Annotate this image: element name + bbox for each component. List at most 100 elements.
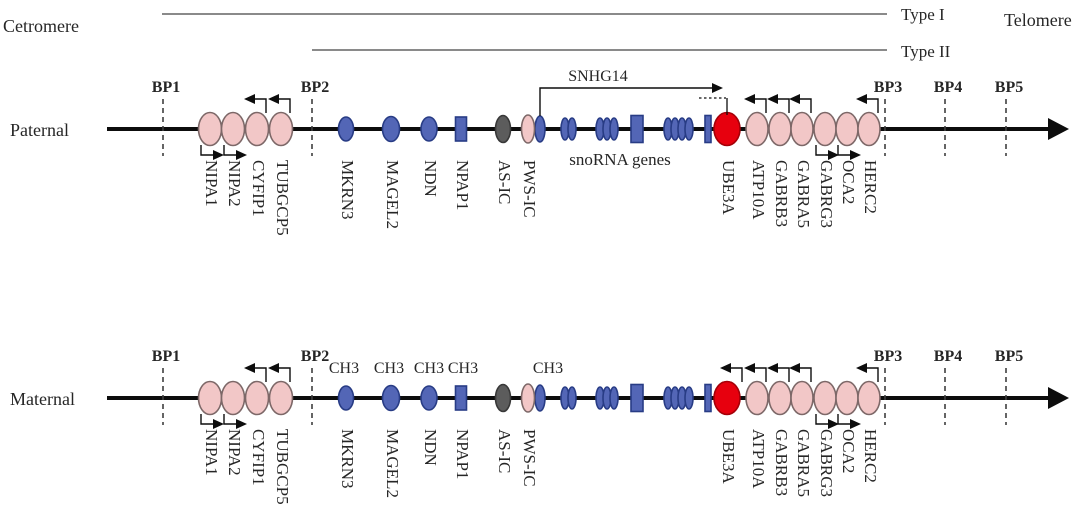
centromere-label: Cetromere xyxy=(3,16,79,36)
maternal-transcription-arrow-NIPA2-head xyxy=(236,419,247,429)
maternal-gene-label-MKRN3: MKRN3 xyxy=(338,429,357,489)
paternal-gene-label-MKRN3: MKRN3 xyxy=(338,160,357,220)
maternal-gene-label-NDN: NDN xyxy=(421,429,440,466)
maternal-snorna-exon xyxy=(630,383,644,413)
paternal-gene-label-CYFIP1: CYFIP1 xyxy=(249,160,268,217)
maternal-row-label: Maternal xyxy=(10,389,75,409)
paternal-gene-NPAP1 xyxy=(454,116,468,142)
maternal-gene-label-NIPA2: NIPA2 xyxy=(225,429,244,476)
maternal-snorna-exon xyxy=(684,386,694,410)
maternal-transcription-arrow-UBE3A xyxy=(730,367,743,382)
maternal-transcription-arrow-GABRG3 xyxy=(815,414,829,425)
paternal-transcription-arrow-GABRG3 xyxy=(815,145,829,156)
maternal-transcription-arrow-HERC2-head xyxy=(856,363,867,373)
paternal-gene-label-TUBGCP5: TUBGCP5 xyxy=(273,160,292,236)
paternal-snorna-exon xyxy=(704,114,712,144)
paternal-transcription-arrow-NIPA2 xyxy=(223,145,237,156)
maternal-snorna-exon xyxy=(609,386,619,410)
paternal-breakpoint-label-BP1: BP1 xyxy=(152,79,180,96)
paternal-gene-GABRB3 xyxy=(768,111,792,147)
maternal-transcription-arrow-GABRA5 xyxy=(799,367,812,382)
paternal-transcription-arrow-NIPA2-head xyxy=(236,150,247,160)
maternal-gene-CYFIP1 xyxy=(244,380,270,416)
maternal-transcription-arrow-TUBGCP5-head xyxy=(268,363,279,373)
paternal-gene-label-GABRA5: GABRA5 xyxy=(794,160,813,228)
maternal-gene-label-OCA2: OCA2 xyxy=(839,429,858,473)
maternal-transcription-arrow-OCA2 xyxy=(837,414,851,425)
maternal-gene-UBE3A xyxy=(713,380,741,416)
maternal-transcription-arrow-NIPA1 xyxy=(200,414,214,425)
paternal-gene-NIPA2 xyxy=(220,111,246,147)
paternal-gene-label-NDN: NDN xyxy=(421,160,440,197)
maternal-transcription-arrow-CYFIP1 xyxy=(254,367,267,382)
maternal-gene-label-UBE3A: UBE3A xyxy=(719,429,738,485)
maternal-gene-label-NIPA1: NIPA1 xyxy=(202,429,221,476)
maternal-chromosome-arrowhead xyxy=(1048,387,1069,409)
ch3-methylation-label: CH3 xyxy=(374,360,404,377)
paternal-gene-ATP10A xyxy=(745,111,769,147)
paternal-transcription-arrow-GABRG3-head xyxy=(828,150,839,160)
maternal-gene-NIPA1 xyxy=(197,380,223,416)
paternal-gene-HERC2 xyxy=(857,111,881,147)
snhg14-transcript-line xyxy=(539,87,712,116)
maternal-gene-NIPA2 xyxy=(220,380,246,416)
paternal-gene-GABRA5 xyxy=(790,111,814,147)
paternal-snorna-exon xyxy=(567,117,577,141)
ch3-methylation-label: CH3 xyxy=(533,360,563,377)
paternal-gene-TUBGCP5 xyxy=(268,111,294,147)
maternal-gene-MKRN3 xyxy=(337,385,355,411)
paternal-gene-label-ATP10A: ATP10A xyxy=(749,160,768,220)
paternal-snorna-exon xyxy=(534,115,546,143)
maternal-gene-label-CYFIP1: CYFIP1 xyxy=(249,429,268,486)
maternal-breakpoint-label-BP4: BP4 xyxy=(934,348,962,365)
paternal-snorna-exon xyxy=(630,114,644,144)
maternal-gene-label-GABRB3: GABRB3 xyxy=(772,429,791,496)
paternal-breakpoint-label-BP2: BP2 xyxy=(301,79,329,96)
paternal-breakpoint-label-BP3: BP3 xyxy=(874,79,902,96)
paternal-gene-MKRN3 xyxy=(337,116,355,142)
paternal-gene-NIPA1 xyxy=(197,111,223,147)
telomere-label: Telomere xyxy=(1004,10,1072,30)
maternal-gene-label-ATP10A: ATP10A xyxy=(749,429,768,489)
paternal-breakpoint-label-BP4: BP4 xyxy=(934,79,962,96)
maternal-breakpoint-label-BP2: BP2 xyxy=(301,348,329,365)
paternal-gene-label-MAGEL2: MAGEL2 xyxy=(383,160,402,229)
paternal-gene-AS-IC xyxy=(494,114,512,144)
maternal-breakpoint-label-BP1: BP1 xyxy=(152,348,180,365)
paternal-gene-label-AS-IC: AS-IC xyxy=(495,160,514,204)
paternal-snorna-exon xyxy=(609,117,619,141)
paternal-transcription-arrow-ATP10A xyxy=(754,98,767,113)
maternal-gene-PWS-IC xyxy=(520,383,536,413)
paternal-transcription-arrow-GABRB3-head xyxy=(767,94,778,104)
paternal-gene-CYFIP1 xyxy=(244,111,270,147)
maternal-gene-label-GABRA5: GABRA5 xyxy=(794,429,813,497)
maternal-transcription-arrow-NIPA2 xyxy=(223,414,237,425)
paternal-transcription-arrow-NIPA1-head xyxy=(213,150,224,160)
paternal-transcription-arrow-HERC2-head xyxy=(856,94,867,104)
paternal-row-label: Paternal xyxy=(10,120,69,140)
paternal-transcription-arrow-TUBGCP5-head xyxy=(268,94,279,104)
maternal-transcription-arrow-NIPA1-head xyxy=(213,419,224,429)
maternal-transcription-arrow-CYFIP1-head xyxy=(244,363,255,373)
paternal-transcription-arrow-HERC2 xyxy=(866,98,879,113)
maternal-gene-NPAP1 xyxy=(454,385,468,411)
maternal-gene-OCA2 xyxy=(835,380,859,416)
maternal-gene-label-GABRG3: GABRG3 xyxy=(817,429,836,497)
paternal-gene-MAGEL2 xyxy=(381,115,401,143)
maternal-transcription-arrow-OCA2-head xyxy=(850,419,861,429)
paternal-breakpoint-label-BP5: BP5 xyxy=(995,79,1023,96)
maternal-breakpoint-label-BP5: BP5 xyxy=(995,348,1023,365)
maternal-gene-AS-IC xyxy=(494,383,512,413)
type2-label: Type II xyxy=(901,42,951,61)
maternal-gene-HERC2 xyxy=(857,380,881,416)
maternal-gene-GABRB3 xyxy=(768,380,792,416)
maternal-gene-label-HERC2: HERC2 xyxy=(861,429,880,483)
paternal-gene-label-OCA2: OCA2 xyxy=(839,160,858,204)
paternal-transcription-arrow-OCA2 xyxy=(837,145,851,156)
paternal-gene-label-GABRB3: GABRB3 xyxy=(772,160,791,227)
paternal-transcription-arrow-GABRA5-head xyxy=(789,94,800,104)
maternal-transcription-arrow-GABRG3-head xyxy=(828,419,839,429)
paternal-gene-label-UBE3A: UBE3A xyxy=(719,160,738,216)
maternal-snorna-exon xyxy=(534,384,546,412)
